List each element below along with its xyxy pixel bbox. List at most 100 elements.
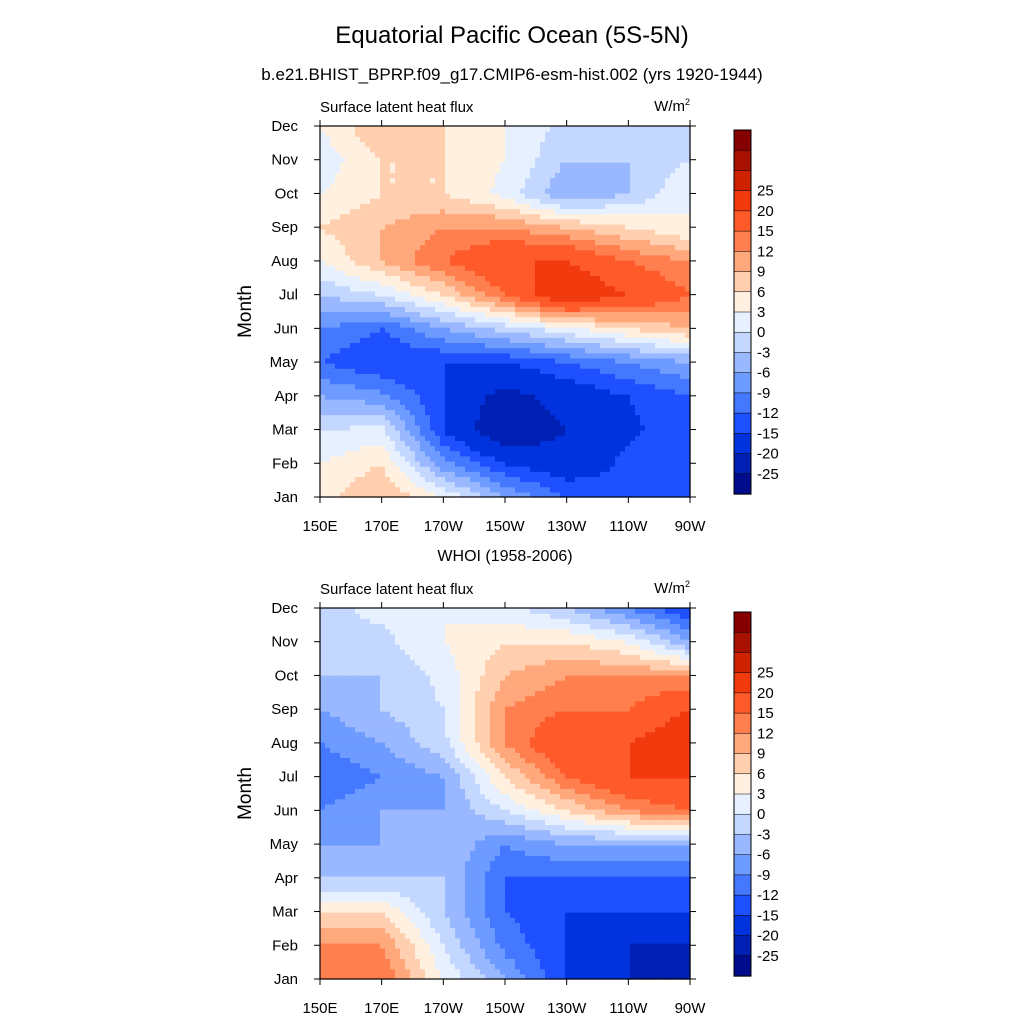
heatmap-cell <box>610 192 616 199</box>
heatmap-cell <box>480 486 486 493</box>
heatmap-cell <box>415 383 421 390</box>
heatmap-cell <box>600 167 606 173</box>
heatmap-cell <box>450 440 456 447</box>
heatmap-cell <box>570 445 576 452</box>
heatmap-cell <box>680 285 686 292</box>
heatmap-cell <box>430 167 436 173</box>
heatmap-cell <box>525 182 531 189</box>
heatmap-cell <box>465 223 471 230</box>
heatmap-cell <box>555 203 561 210</box>
heatmap-cell <box>635 481 641 488</box>
heatmap-cell <box>565 198 571 204</box>
heatmap-cell <box>515 383 521 390</box>
heatmap-cell <box>325 383 331 390</box>
heatmap-cell <box>665 460 671 467</box>
heatmap-cell <box>580 151 586 158</box>
heatmap-cell <box>535 208 541 215</box>
heatmap-cell <box>355 342 361 349</box>
heatmap-cell <box>660 167 666 173</box>
heatmap-cell <box>425 352 431 359</box>
heatmap-cell <box>655 373 661 380</box>
heatmap-cell <box>490 445 496 452</box>
heatmap-cell <box>375 332 381 338</box>
heatmap-cell <box>545 167 551 173</box>
heatmap-cell <box>355 285 361 292</box>
heatmap-cell <box>600 311 606 318</box>
heatmap-cell <box>550 455 556 462</box>
heatmap-cell <box>425 285 431 292</box>
heatmap-cell <box>350 270 356 277</box>
heatmap-cell <box>595 223 601 230</box>
heatmap-cell <box>585 486 591 493</box>
heatmap-cell <box>340 187 346 194</box>
heatmap-cell <box>485 177 491 184</box>
heatmap-cell <box>370 270 376 277</box>
heatmap-cell <box>510 151 516 158</box>
heatmap-cell <box>365 347 371 354</box>
heatmap-cell <box>570 332 576 338</box>
heatmap-cell <box>365 321 371 328</box>
heatmap-cell <box>335 265 341 271</box>
heatmap-cell <box>350 445 356 452</box>
heatmap-cell <box>680 301 686 307</box>
heatmap-cell <box>495 419 501 426</box>
heatmap-cell <box>605 342 611 349</box>
heatmap-cell <box>490 424 496 431</box>
heatmap-cell <box>555 435 561 441</box>
heatmap-cell <box>665 244 671 251</box>
heatmap-cell <box>385 424 391 431</box>
heatmap-cell <box>665 326 671 333</box>
heatmap-cell <box>395 182 401 189</box>
heatmap-cell <box>655 332 661 338</box>
heatmap-cell <box>555 450 561 457</box>
heatmap-cell <box>465 332 471 338</box>
heatmap-cell <box>430 290 436 297</box>
heatmap-cell <box>465 486 471 493</box>
heatmap-cell <box>330 198 336 204</box>
heatmap-cell <box>460 270 466 277</box>
heatmap-cell <box>325 187 331 194</box>
heatmap-cell <box>400 223 406 230</box>
heatmap-cell <box>575 270 581 277</box>
heatmap-cell <box>485 414 491 421</box>
heatmap-cell <box>565 435 571 441</box>
heatmap-cell <box>400 357 406 364</box>
heatmap-cell <box>435 347 441 354</box>
heatmap-cell <box>615 424 621 431</box>
heatmap-cell <box>450 213 456 220</box>
heatmap-cell <box>465 311 471 318</box>
heatmap-cell <box>495 198 501 204</box>
heatmap-cell <box>425 419 431 426</box>
heatmap-cell <box>585 383 591 390</box>
heatmap-cell <box>425 151 431 158</box>
heatmap-cell <box>500 198 506 204</box>
heatmap-cell <box>340 296 346 302</box>
heatmap-cell <box>420 414 426 421</box>
heatmap-cell <box>345 409 351 416</box>
heatmap-cell <box>680 223 686 230</box>
heatmap-cell <box>620 363 626 369</box>
heatmap-cell <box>490 182 496 189</box>
heatmap-cell <box>500 270 506 277</box>
heatmap-cell <box>635 332 641 338</box>
heatmap-cell <box>325 326 331 333</box>
heatmap-cell <box>325 172 331 179</box>
heatmap-cell <box>320 296 326 302</box>
heatmap-cell <box>480 414 486 421</box>
heatmap-cell <box>325 182 331 189</box>
heatmap-cell <box>325 466 331 472</box>
heatmap-cell <box>475 218 481 225</box>
heatmap-cell <box>380 275 386 282</box>
heatmap-cell <box>475 419 481 426</box>
heatmap-cell <box>645 491 651 498</box>
heatmap-cell <box>320 285 326 292</box>
heatmap-cell <box>340 352 346 359</box>
heatmap-cell <box>595 198 601 204</box>
heatmap-cell <box>365 368 371 374</box>
heatmap-cell <box>475 239 481 246</box>
heatmap-cell <box>410 445 416 452</box>
heatmap-cell <box>540 259 546 266</box>
heatmap-cell <box>655 316 661 323</box>
heatmap-cell <box>655 151 661 158</box>
heatmap-cell <box>635 378 641 385</box>
